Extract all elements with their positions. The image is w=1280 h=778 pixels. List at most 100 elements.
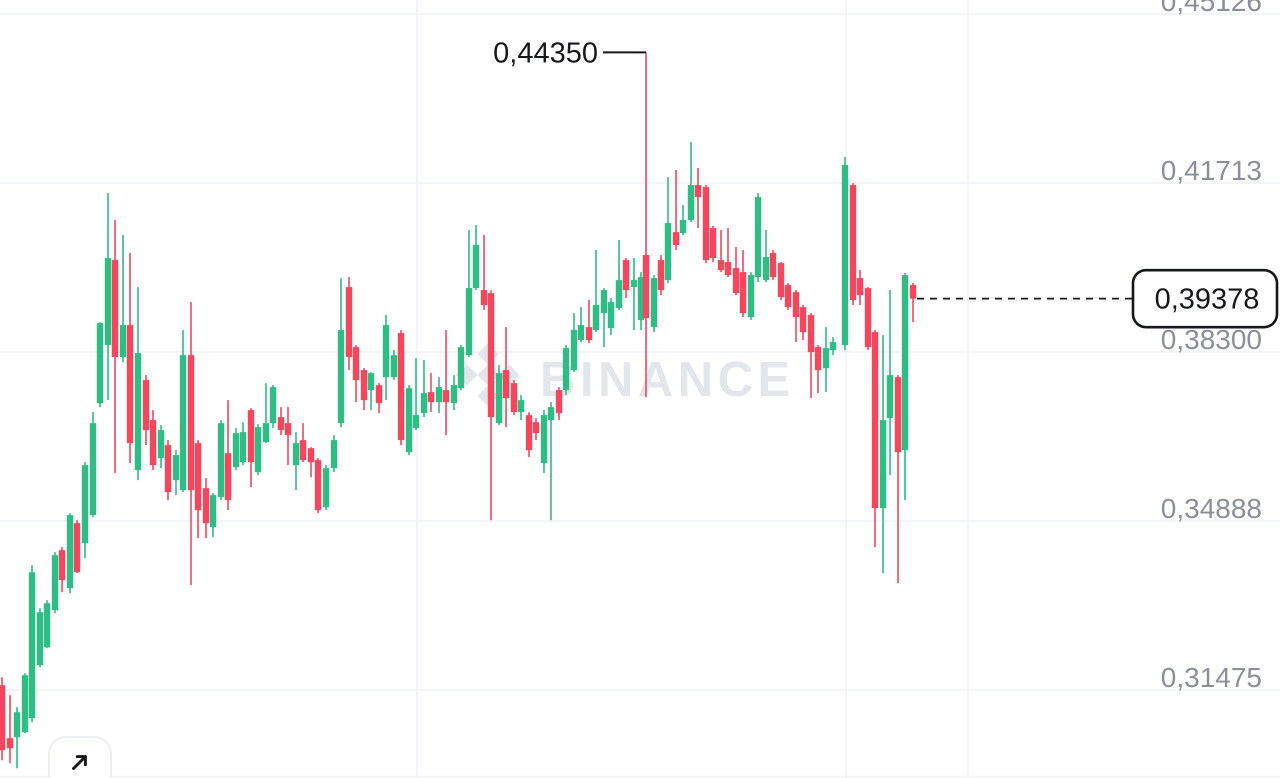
candle-body bbox=[375, 385, 383, 404]
candle-body bbox=[679, 220, 687, 234]
candle-body bbox=[126, 325, 134, 444]
candle-wick bbox=[265, 383, 267, 444]
candle-body bbox=[562, 348, 570, 391]
candle-body bbox=[849, 185, 857, 301]
candle-body bbox=[247, 410, 255, 463]
candle-wick bbox=[122, 235, 124, 363]
arrow-up-right-icon bbox=[72, 755, 87, 770]
candle-body bbox=[307, 448, 315, 463]
candle-body bbox=[284, 423, 292, 436]
candle-body bbox=[36, 612, 44, 666]
candle-body bbox=[330, 440, 338, 469]
candle-body bbox=[239, 432, 247, 463]
candle-body bbox=[799, 307, 807, 333]
candle-wick bbox=[618, 240, 620, 311]
candle-body bbox=[134, 353, 142, 471]
candle-body bbox=[829, 342, 837, 351]
candle-body bbox=[886, 375, 894, 419]
candle-body bbox=[28, 572, 36, 719]
candle-body bbox=[224, 453, 232, 501]
candle-body bbox=[570, 330, 578, 371]
candle-body bbox=[104, 258, 112, 346]
scroll-to-latest-button[interactable] bbox=[48, 736, 112, 778]
candle-body bbox=[194, 443, 202, 511]
candle-body bbox=[58, 550, 66, 581]
candle-wick bbox=[550, 402, 552, 521]
candle-body bbox=[390, 355, 398, 378]
candle-body bbox=[397, 333, 405, 441]
price-axis-label: 0,38300 bbox=[1161, 324, 1262, 355]
candle-body bbox=[630, 280, 638, 288]
candle-body bbox=[642, 255, 650, 319]
candle-body bbox=[841, 165, 849, 346]
candle-body bbox=[732, 268, 740, 294]
candle-wick bbox=[370, 372, 372, 411]
candle-wick bbox=[727, 228, 729, 278]
candle-body bbox=[435, 387, 443, 403]
candle-body bbox=[525, 415, 533, 451]
candle-body bbox=[269, 387, 277, 424]
candle-body bbox=[532, 422, 540, 434]
candle-body bbox=[322, 468, 330, 508]
candle-body bbox=[254, 427, 262, 473]
candle-body bbox=[650, 278, 658, 328]
candle-body bbox=[909, 285, 917, 299]
candle-body bbox=[664, 223, 672, 281]
candle-body bbox=[687, 185, 695, 221]
candle-body bbox=[450, 385, 458, 404]
candle-wick bbox=[645, 52, 647, 398]
candle-body bbox=[262, 423, 270, 443]
candle-body bbox=[0, 685, 6, 751]
price-axis-label: 0,34888 bbox=[1161, 493, 1262, 524]
price-axis-label: 0,41713 bbox=[1161, 155, 1262, 186]
candle-wick bbox=[16, 707, 18, 769]
candle-body bbox=[577, 325, 585, 341]
candle-body bbox=[73, 523, 81, 573]
candle-body bbox=[21, 675, 29, 733]
candle-body bbox=[442, 390, 450, 403]
candle-body bbox=[277, 417, 285, 431]
candle-body bbox=[119, 325, 127, 358]
watermark-text: BINANCE bbox=[540, 353, 795, 407]
candle-body bbox=[717, 260, 725, 271]
candle-body bbox=[517, 400, 525, 413]
candle-body bbox=[405, 388, 413, 453]
candle-body bbox=[607, 302, 615, 329]
candle-wick bbox=[287, 407, 289, 466]
candle-body bbox=[502, 370, 510, 399]
candle-body bbox=[360, 370, 368, 401]
candle-body bbox=[13, 712, 21, 738]
candle-body bbox=[480, 290, 488, 306]
candle-body bbox=[901, 275, 909, 451]
candle-wick bbox=[603, 288, 605, 348]
candle-body bbox=[96, 323, 104, 404]
candle-body bbox=[6, 738, 14, 749]
high-price-label: 0,44350 bbox=[493, 37, 598, 69]
candle-wick bbox=[682, 205, 684, 236]
candle-body bbox=[807, 315, 815, 353]
price-axis-label: 0,31475 bbox=[1161, 662, 1262, 693]
candle-body bbox=[894, 377, 902, 453]
candle-wick bbox=[588, 300, 590, 344]
candle-body bbox=[657, 260, 665, 291]
candle-body bbox=[337, 330, 345, 424]
candle-body bbox=[142, 380, 150, 431]
last-price-value: 0,39378 bbox=[1155, 284, 1260, 316]
candle-body bbox=[345, 287, 353, 358]
candle-body bbox=[585, 327, 593, 341]
candle-body bbox=[784, 285, 792, 308]
candle-body bbox=[495, 373, 503, 424]
candle-body bbox=[457, 347, 465, 389]
candle-body bbox=[555, 390, 563, 414]
candle-body bbox=[217, 423, 225, 498]
candle-body bbox=[420, 393, 428, 414]
last-price-box bbox=[1131, 268, 1279, 329]
candle-body bbox=[232, 433, 240, 468]
candle-wick bbox=[675, 170, 677, 251]
candle-body bbox=[864, 288, 872, 348]
candle-wick bbox=[810, 313, 812, 399]
candle-body bbox=[709, 228, 717, 259]
candle-body bbox=[879, 420, 887, 509]
candle-body bbox=[202, 488, 210, 524]
